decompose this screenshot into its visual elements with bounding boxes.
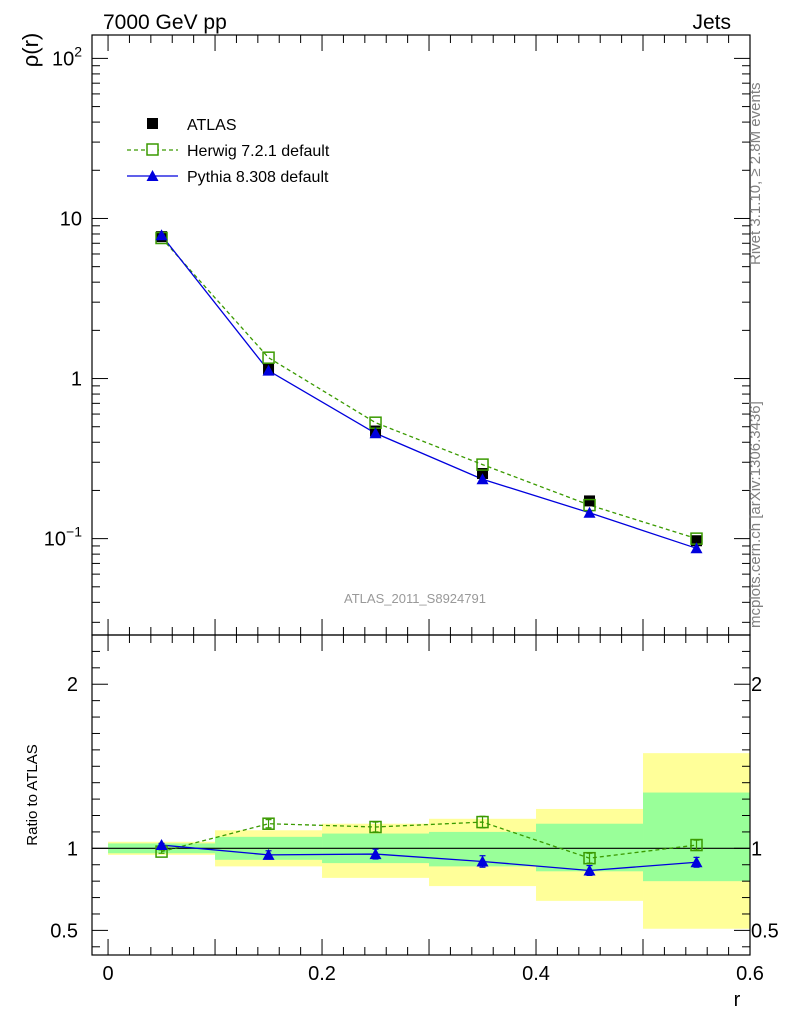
- ratio-y-tick-label-right: 2: [751, 674, 762, 696]
- ratio-herwig-point: [262, 817, 275, 830]
- pythia-line: [161, 234, 697, 549]
- header-right: Jets: [692, 11, 731, 34]
- ratio-frame: [91, 634, 751, 956]
- ratio-pythia-line: [161, 844, 697, 872]
- ratio-y-tick-label: 0.5: [50, 920, 78, 942]
- x-axis-label: r: [734, 989, 741, 1011]
- ratio-pythia-point: [583, 864, 596, 876]
- main-y-tick-label: 102: [52, 43, 82, 70]
- atlas-point: [691, 535, 703, 547]
- ratio-y-tick-label-right: 0.5: [751, 920, 779, 942]
- pythia-point: [583, 506, 596, 518]
- legend-atlas-marker: [147, 118, 158, 129]
- analysis-id-label: ATLAS_2011_S8924791: [344, 591, 486, 606]
- pythia-point: [476, 473, 489, 485]
- legend: ATLAS Herwig 7.2.1 default Pythia 8.308 …: [127, 117, 330, 186]
- rivet-version-label: Rivet 3.1.10, ≥ 2.8M events: [747, 83, 764, 266]
- herwig-point: [476, 458, 489, 471]
- ratio-y-axis-label: Ratio to ATLAS: [24, 744, 41, 845]
- ratio-herwig-point: [476, 815, 489, 829]
- pythia-point: [690, 542, 703, 554]
- ratio-herwig-point: [369, 820, 382, 834]
- ratio-pythia-point: [476, 855, 489, 867]
- x-tick-label: 0.6: [736, 963, 764, 985]
- pythia-point: [262, 364, 275, 376]
- main-y-axis-label: ρ(r): [18, 33, 43, 68]
- header-left: 7000 GeV pp: [103, 11, 227, 34]
- ratio-pythia-point: [155, 839, 168, 851]
- ratio-panel: 0.5 0.5 1 1 2 2 0 0.2 0.4 0.6: [50, 634, 779, 985]
- x-tick-label: 0: [102, 963, 113, 985]
- ratio-pythia-point: [262, 848, 275, 860]
- x-tick-label: 0.4: [522, 963, 550, 985]
- legend-pythia-marker: [146, 170, 159, 181]
- legend-atlas-label: ATLAS: [187, 117, 237, 134]
- source-label: mcplots.cern.ch [arXiv:1306.3436]: [747, 401, 764, 628]
- ratio-herwig-point: [583, 851, 596, 865]
- ratio-y-tick-label: 1: [67, 838, 78, 860]
- herwig-point: [262, 351, 275, 364]
- legend-herwig-label: Herwig 7.2.1 default: [187, 143, 330, 160]
- ratio-pythia-point: [690, 856, 703, 868]
- main-y-tick-label: 10: [60, 208, 82, 230]
- x-tick-label: 0.2: [308, 963, 336, 985]
- ratio-herwig-point: [690, 838, 703, 852]
- main-y-tick-label: 1: [71, 369, 82, 391]
- atlas-point: [584, 495, 596, 507]
- ratio-pythia-point: [369, 848, 382, 860]
- herwig-line: [161, 237, 697, 540]
- legend-pythia-label: Pythia 8.308 default: [187, 169, 329, 186]
- main-panel: 102 10 1 10−1: [44, 34, 751, 636]
- ratio-herwig-line: [161, 821, 697, 859]
- ratio-band-inner: [643, 792, 750, 882]
- legend-herwig-marker: [146, 143, 159, 156]
- pythia-point: [155, 229, 168, 241]
- main-y-tick-label: 10−1: [44, 524, 82, 551]
- ratio-y-tick-label-right: 1: [751, 838, 762, 860]
- ratio-y-tick-label: 2: [67, 674, 78, 696]
- pythia-point: [369, 427, 382, 439]
